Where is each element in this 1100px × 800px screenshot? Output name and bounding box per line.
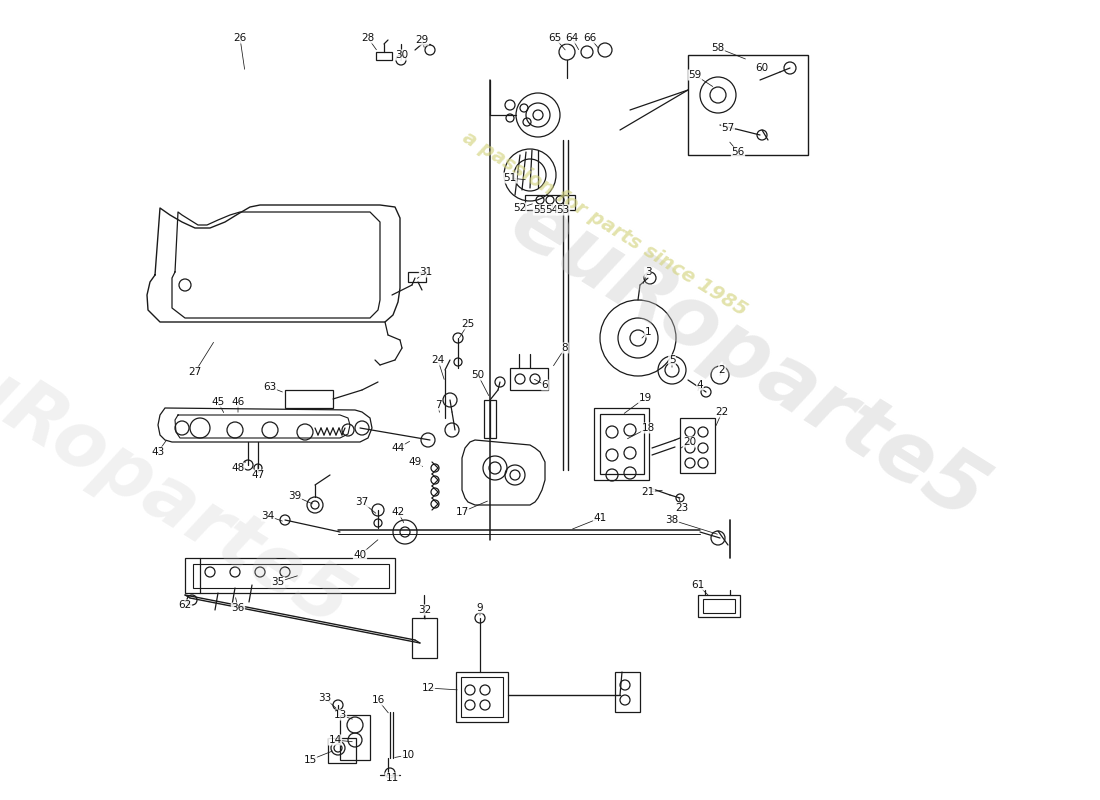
Bar — [680, 418, 715, 473]
Text: 64: 64 — [565, 33, 579, 43]
Bar — [698, 595, 740, 617]
Text: 22: 22 — [715, 407, 728, 417]
Text: 3: 3 — [645, 267, 651, 277]
Text: 24: 24 — [431, 355, 444, 365]
Text: euRoparte5: euRoparte5 — [0, 317, 363, 643]
Text: 61: 61 — [692, 580, 705, 590]
Text: 45: 45 — [211, 397, 224, 407]
Text: 23: 23 — [675, 503, 689, 513]
Text: 60: 60 — [756, 63, 769, 73]
Text: 35: 35 — [272, 577, 285, 587]
Text: 54: 54 — [546, 205, 559, 215]
Text: 11: 11 — [385, 773, 398, 783]
Bar — [408, 272, 426, 282]
Text: 62: 62 — [178, 600, 191, 610]
Text: 58: 58 — [712, 43, 725, 53]
Text: 52: 52 — [514, 203, 527, 213]
Text: 34: 34 — [262, 511, 275, 521]
Bar — [340, 715, 370, 760]
Text: 31: 31 — [419, 267, 432, 277]
Text: 41: 41 — [593, 513, 606, 523]
Text: 17: 17 — [455, 507, 469, 517]
Text: 50: 50 — [472, 370, 485, 380]
Text: 39: 39 — [288, 491, 301, 501]
Text: 29: 29 — [416, 35, 429, 45]
Text: 42: 42 — [392, 507, 405, 517]
Text: 13: 13 — [333, 710, 346, 720]
Text: 33: 33 — [318, 693, 331, 703]
Text: 48: 48 — [231, 463, 244, 473]
Text: 46: 46 — [231, 397, 244, 407]
Text: 15: 15 — [304, 755, 317, 765]
Bar — [594, 408, 649, 480]
Text: 8: 8 — [562, 343, 569, 353]
Text: 44: 44 — [392, 443, 405, 453]
Bar — [412, 618, 437, 658]
Text: a passion for parts since 1985: a passion for parts since 1985 — [460, 128, 750, 320]
Text: 59: 59 — [689, 70, 702, 80]
Bar — [688, 55, 808, 155]
Text: 26: 26 — [233, 33, 246, 43]
Text: 6: 6 — [541, 380, 548, 390]
Text: 40: 40 — [353, 550, 366, 560]
Text: 19: 19 — [638, 393, 651, 403]
Text: 32: 32 — [418, 605, 431, 615]
Text: 51: 51 — [504, 173, 517, 183]
Text: 1: 1 — [645, 327, 651, 337]
Text: 47: 47 — [252, 470, 265, 480]
Bar — [703, 599, 735, 613]
Text: 55: 55 — [534, 205, 547, 215]
Text: 12: 12 — [421, 683, 434, 693]
Text: 56: 56 — [732, 147, 745, 157]
Text: 5: 5 — [669, 355, 675, 365]
Bar — [456, 672, 508, 722]
Text: 9: 9 — [476, 603, 483, 613]
Text: 37: 37 — [355, 497, 368, 507]
Bar — [600, 414, 643, 474]
Text: 27: 27 — [188, 367, 201, 377]
Bar — [615, 672, 640, 712]
Text: 14: 14 — [329, 735, 342, 745]
Bar — [461, 677, 503, 717]
Bar — [192, 564, 389, 588]
Bar — [525, 195, 575, 210]
Text: 4: 4 — [696, 380, 703, 390]
Text: 36: 36 — [231, 603, 244, 613]
Bar — [328, 738, 356, 763]
Bar — [376, 52, 392, 60]
Text: 53: 53 — [557, 205, 570, 215]
Bar — [185, 558, 395, 593]
Text: 57: 57 — [722, 123, 735, 133]
Text: 18: 18 — [641, 423, 654, 433]
Text: 38: 38 — [666, 515, 679, 525]
Text: euRoparte5: euRoparte5 — [496, 182, 1000, 538]
Text: 2: 2 — [718, 365, 725, 375]
Text: 43: 43 — [152, 447, 165, 457]
Text: 10: 10 — [402, 750, 415, 760]
Text: 49: 49 — [408, 457, 421, 467]
Text: 63: 63 — [263, 382, 276, 392]
Text: 30: 30 — [395, 50, 408, 60]
Text: 7: 7 — [434, 400, 441, 410]
Text: 28: 28 — [362, 33, 375, 43]
Bar — [285, 390, 333, 408]
Text: 25: 25 — [461, 319, 474, 329]
Text: 21: 21 — [641, 487, 654, 497]
Text: 16: 16 — [372, 695, 385, 705]
Text: 65: 65 — [549, 33, 562, 43]
Bar — [484, 400, 496, 438]
Text: 66: 66 — [583, 33, 596, 43]
Bar — [510, 368, 548, 390]
Text: 20: 20 — [683, 437, 696, 447]
